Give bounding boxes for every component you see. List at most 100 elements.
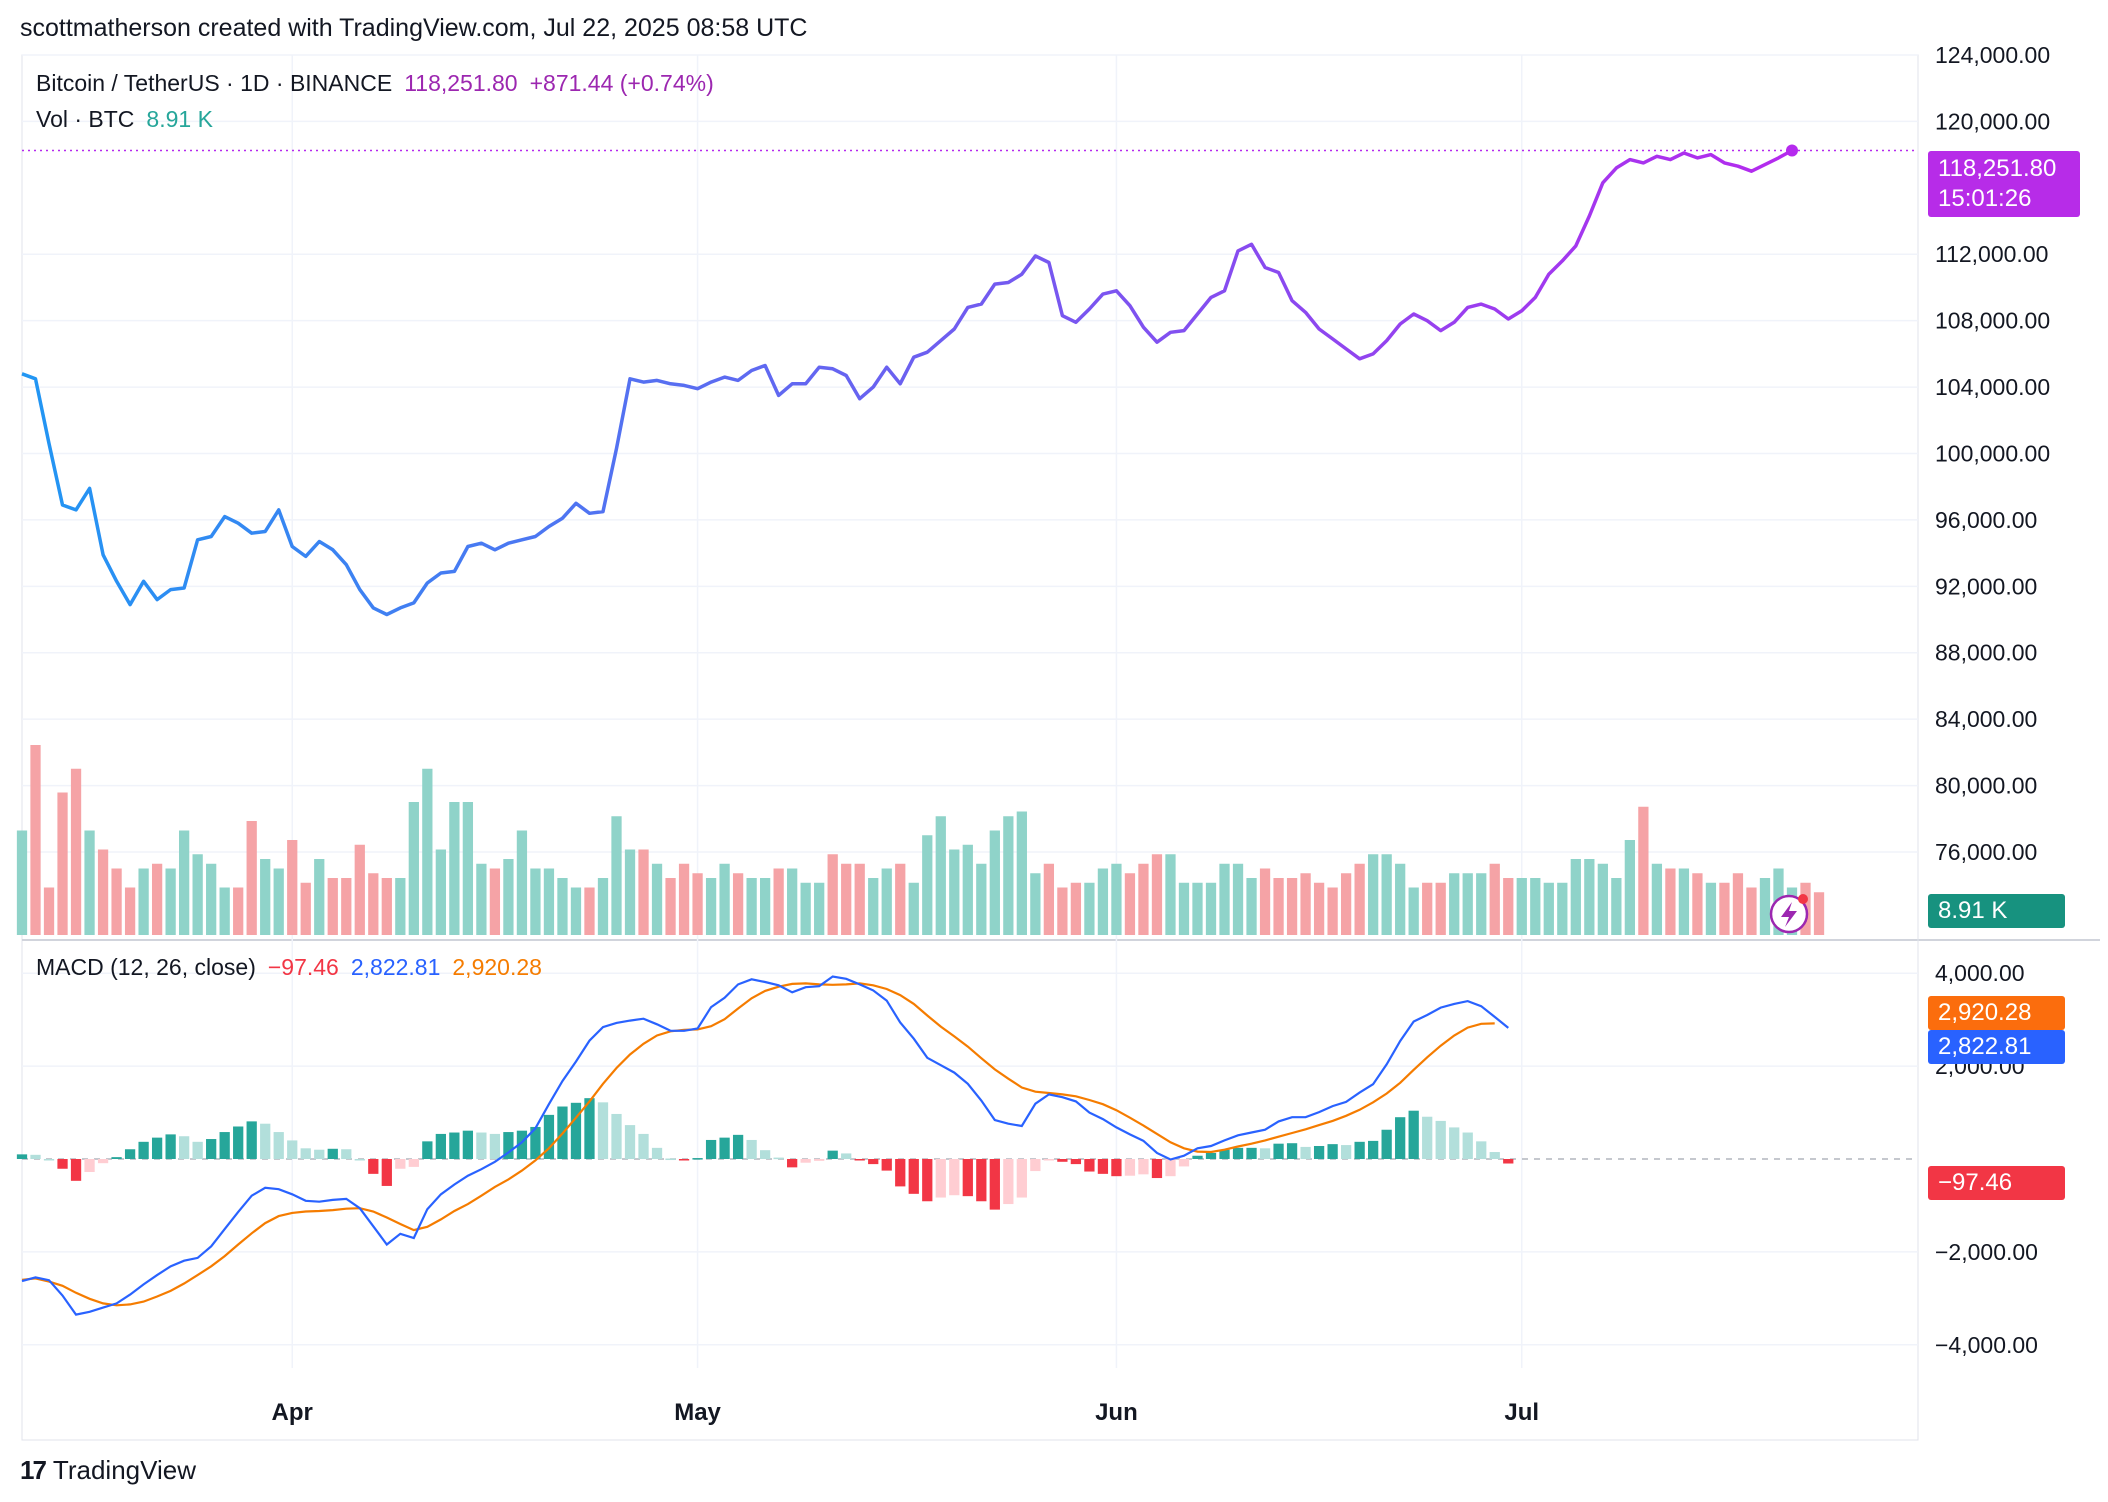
volume-bar bbox=[1327, 887, 1338, 935]
volume-bar bbox=[570, 887, 582, 935]
histogram-bar bbox=[787, 1159, 798, 1168]
histogram-bar bbox=[449, 1132, 460, 1159]
histogram-bar bbox=[327, 1148, 338, 1159]
signal-line bbox=[21, 982, 1495, 1307]
histogram-bar bbox=[16, 1154, 28, 1159]
histogram-bar bbox=[1192, 1155, 1203, 1159]
macd-hist-value: −97.46 bbox=[267, 954, 339, 980]
histogram-bar bbox=[381, 1159, 392, 1186]
histogram-bar bbox=[57, 1159, 68, 1169]
volume-bars bbox=[16, 745, 1825, 935]
volume-bar bbox=[368, 873, 379, 935]
histogram-bar bbox=[422, 1141, 433, 1159]
histogram-bar bbox=[1313, 1145, 1325, 1159]
volume-bar bbox=[395, 878, 406, 935]
volume-label: Vol · BTC bbox=[36, 106, 135, 132]
histogram-bar bbox=[1489, 1152, 1500, 1159]
price-tick-label: 80,000.00 bbox=[1935, 773, 2037, 799]
volume-bar bbox=[908, 882, 919, 935]
volume-bar bbox=[1003, 816, 1014, 935]
volume-bar bbox=[111, 868, 122, 935]
volume-bar bbox=[678, 863, 690, 935]
symbol-label: Bitcoin / TetherUS · 1D · BINANCE bbox=[36, 70, 393, 96]
histogram-bar bbox=[192, 1141, 203, 1159]
histogram-bar bbox=[814, 1159, 825, 1161]
volume-bar bbox=[1084, 882, 1095, 935]
volume-bar bbox=[543, 868, 555, 935]
histogram-bar bbox=[665, 1158, 676, 1161]
histogram-bar bbox=[1043, 1159, 1055, 1161]
histogram-bar bbox=[597, 1102, 609, 1159]
last-price-tag-value: 118,251.80 bbox=[1938, 155, 2057, 182]
tradingview-logo[interactable]: 17 TradingView bbox=[20, 1455, 196, 1486]
volume-bar bbox=[192, 854, 203, 935]
histogram-bar bbox=[1205, 1152, 1217, 1159]
volume-bar bbox=[219, 887, 230, 935]
volume-bar bbox=[1584, 859, 1595, 935]
volume-bar bbox=[651, 863, 663, 935]
volume-bar bbox=[516, 830, 528, 935]
volume-bar bbox=[976, 863, 987, 935]
time-tick-label: Jul bbox=[1504, 1399, 1539, 1426]
volume-bar bbox=[381, 878, 392, 935]
volume-bar bbox=[597, 878, 609, 935]
volume-bar bbox=[1151, 854, 1163, 935]
histogram-bar bbox=[1057, 1159, 1068, 1162]
volume-bar bbox=[1489, 863, 1500, 935]
histogram-bar bbox=[300, 1148, 311, 1159]
volume-bar bbox=[1651, 863, 1663, 935]
volume-bar bbox=[814, 882, 825, 935]
price-tick-label: 100,000.00 bbox=[1935, 440, 2050, 466]
volume-bar bbox=[30, 745, 41, 935]
histogram-bar bbox=[705, 1139, 717, 1159]
volume-bar bbox=[1395, 863, 1406, 935]
price-tick-label: 108,000.00 bbox=[1935, 308, 2050, 334]
price-tick-label: 76,000.00 bbox=[1935, 839, 2037, 865]
histogram-bar bbox=[111, 1157, 122, 1159]
histogram-bar bbox=[1354, 1141, 1365, 1159]
histogram-bar bbox=[773, 1157, 784, 1160]
histogram-bar bbox=[1259, 1148, 1271, 1159]
volume-bar bbox=[503, 859, 514, 935]
price-tick-label: 84,000.00 bbox=[1935, 706, 2037, 732]
histogram-bar bbox=[1070, 1159, 1082, 1165]
volume-bar bbox=[1408, 887, 1419, 935]
histogram-bar bbox=[732, 1134, 744, 1159]
histogram-bar bbox=[1422, 1116, 1433, 1159]
volume-bar bbox=[97, 849, 109, 935]
histogram-bar bbox=[179, 1136, 190, 1159]
volume-bar bbox=[1097, 868, 1109, 935]
volume-bar bbox=[759, 878, 771, 935]
volume-bar bbox=[1449, 873, 1460, 935]
histogram-bar bbox=[341, 1149, 352, 1159]
volume-bar bbox=[989, 830, 1000, 935]
histogram-bar bbox=[895, 1159, 906, 1187]
realtime-lightning-icon[interactable] bbox=[1769, 894, 1809, 934]
volume-bar bbox=[1232, 863, 1244, 935]
chart-frame bbox=[21, 54, 1919, 1441]
chart-caption: scottmatherson created with TradingView.… bbox=[20, 14, 808, 42]
histogram-bar bbox=[138, 1141, 149, 1159]
histogram-bar bbox=[1111, 1159, 1122, 1177]
histogram-bar bbox=[651, 1147, 663, 1159]
histogram-bar bbox=[260, 1123, 271, 1159]
histogram-bar bbox=[516, 1130, 528, 1159]
histogram-bar bbox=[435, 1133, 446, 1159]
histogram-bar bbox=[584, 1098, 595, 1159]
macd-tag: 2,822.81 bbox=[1928, 1030, 2065, 1064]
histogram-bar bbox=[1476, 1141, 1487, 1159]
volume-bar bbox=[841, 863, 852, 935]
volume-bar bbox=[1759, 878, 1771, 935]
price-tick-label: 124,000.00 bbox=[1935, 42, 2050, 68]
histogram-bar bbox=[408, 1159, 419, 1167]
histogram-bar bbox=[233, 1126, 244, 1159]
volume-value: 8.91 K bbox=[146, 106, 213, 132]
lightning-icon-bolt bbox=[1781, 902, 1797, 927]
histogram-bar bbox=[84, 1159, 95, 1173]
volume-bar bbox=[611, 816, 622, 935]
histogram-bar bbox=[908, 1159, 919, 1194]
volume-bar bbox=[949, 849, 960, 935]
histogram-bar bbox=[489, 1133, 501, 1159]
histogram-bar bbox=[800, 1159, 811, 1163]
